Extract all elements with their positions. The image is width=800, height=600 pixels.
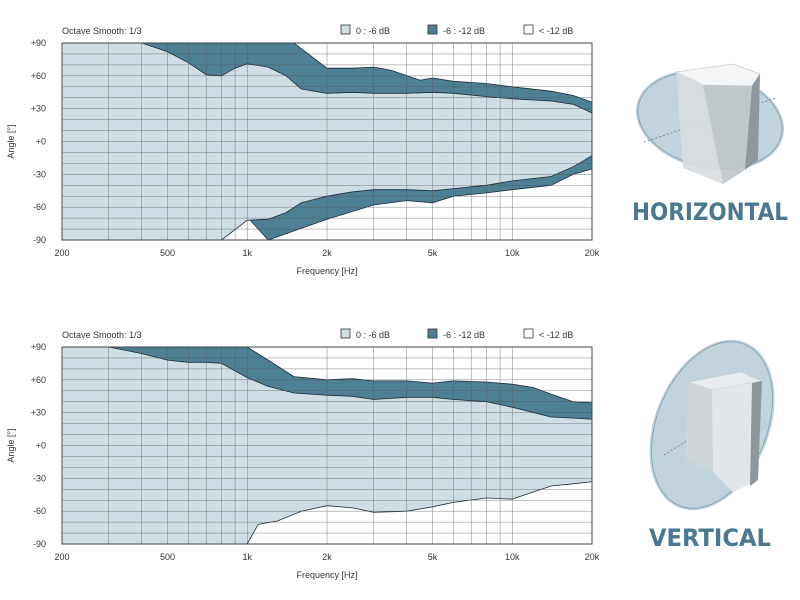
legend-label: -6 : -12 dB xyxy=(443,26,485,36)
y-tick-label: -90 xyxy=(33,539,46,549)
x-tick-label: 10k xyxy=(505,248,520,258)
y-axis-label: Angle [°] xyxy=(6,124,16,158)
direction-label: VERTICAL xyxy=(649,524,771,552)
y-tick-label: +90 xyxy=(31,342,46,352)
y-tick-label: +60 xyxy=(31,375,46,385)
legend-swatch xyxy=(427,24,438,35)
legend-item: -6 : -12 dB xyxy=(427,24,485,36)
x-tick-label: 20k xyxy=(585,248,600,258)
speaker-edge xyxy=(745,74,760,170)
x-tick-label: 20k xyxy=(585,552,600,562)
horizontal-directivity: +90 +60 +30 +0 -30 -60 -90 200 500 1k 2k 5k 10k 20k Fr… xyxy=(6,24,600,276)
horizontal-speaker-icon xyxy=(633,63,787,184)
vertical-speaker-icon xyxy=(647,337,777,513)
legend-swatch xyxy=(523,328,534,339)
chart-title: Octave Smooth: 1/3 xyxy=(62,26,142,36)
legend-swatch xyxy=(340,328,351,339)
y-tick-label: -30 xyxy=(33,169,46,179)
x-tick-label: 1k xyxy=(242,552,252,562)
x-tick-label: 2k xyxy=(322,552,332,562)
chart-title: Octave Smooth: 1/3 xyxy=(62,330,142,340)
x-tick-label: 5k xyxy=(428,552,438,562)
legend-swatch xyxy=(427,328,438,339)
y-tick-label: -90 xyxy=(33,235,46,245)
x-tick-label: 500 xyxy=(160,552,175,562)
legend-item: -6 : -12 dB xyxy=(427,328,485,340)
grid xyxy=(62,347,592,544)
speaker-side xyxy=(712,381,762,492)
y-tick-label: -60 xyxy=(33,506,46,516)
x-tick-label: 5k xyxy=(428,248,438,258)
y-tick-label: -30 xyxy=(33,473,46,483)
legend-swatch xyxy=(523,24,534,35)
direction-label: HORIZONTAL xyxy=(632,198,788,226)
legend-item: < -12 dB xyxy=(523,24,573,36)
legend-swatch xyxy=(340,24,351,35)
legend-item: 0 : -6 dB xyxy=(340,24,390,36)
plot-frame xyxy=(61,42,593,241)
x-tick-label: 200 xyxy=(54,248,69,258)
legend-item: < -12 dB xyxy=(523,328,573,340)
coverage-ellipse-outline xyxy=(651,341,773,509)
legend-label: 0 : -6 dB xyxy=(356,330,390,340)
legend-item: 0 : -6 dB xyxy=(340,328,390,340)
speaker-front xyxy=(676,72,723,184)
x-tick-label: 1k xyxy=(242,248,252,258)
x-tick-label: 2k xyxy=(322,248,332,258)
vertical-directivity: +90 +60 +30 +0 -30 -60 -90 200 500 1k 2k 5k 10k 20k Fr… xyxy=(6,328,600,580)
x-tick-label: 500 xyxy=(160,248,175,258)
plot-frame xyxy=(61,346,593,545)
legend-label: -6 : -12 dB xyxy=(443,330,485,340)
y-axis-label: Angle [°] xyxy=(6,428,16,462)
y-tick-label: +90 xyxy=(31,38,46,48)
speaker-edge xyxy=(750,381,762,486)
legend-label: < -12 dB xyxy=(539,330,573,340)
speaker-front xyxy=(686,382,713,472)
y-tick-label: +0 xyxy=(36,137,46,147)
y-tick-label: -60 xyxy=(33,202,46,212)
y-tick-label: +0 xyxy=(36,441,46,451)
x-axis-label: Frequency [Hz] xyxy=(296,570,357,580)
y-tick-label: +60 xyxy=(31,71,46,81)
legend-label: < -12 dB xyxy=(539,26,573,36)
x-axis-label: Frequency [Hz] xyxy=(296,266,357,276)
x-tick-label: 200 xyxy=(54,552,69,562)
speaker-side xyxy=(703,85,752,184)
grid xyxy=(62,43,592,240)
x-tick-label: 10k xyxy=(505,552,520,562)
y-tick-label: +30 xyxy=(31,104,46,114)
y-tick-label: +30 xyxy=(31,408,46,418)
legend-label: 0 : -6 dB xyxy=(356,26,390,36)
